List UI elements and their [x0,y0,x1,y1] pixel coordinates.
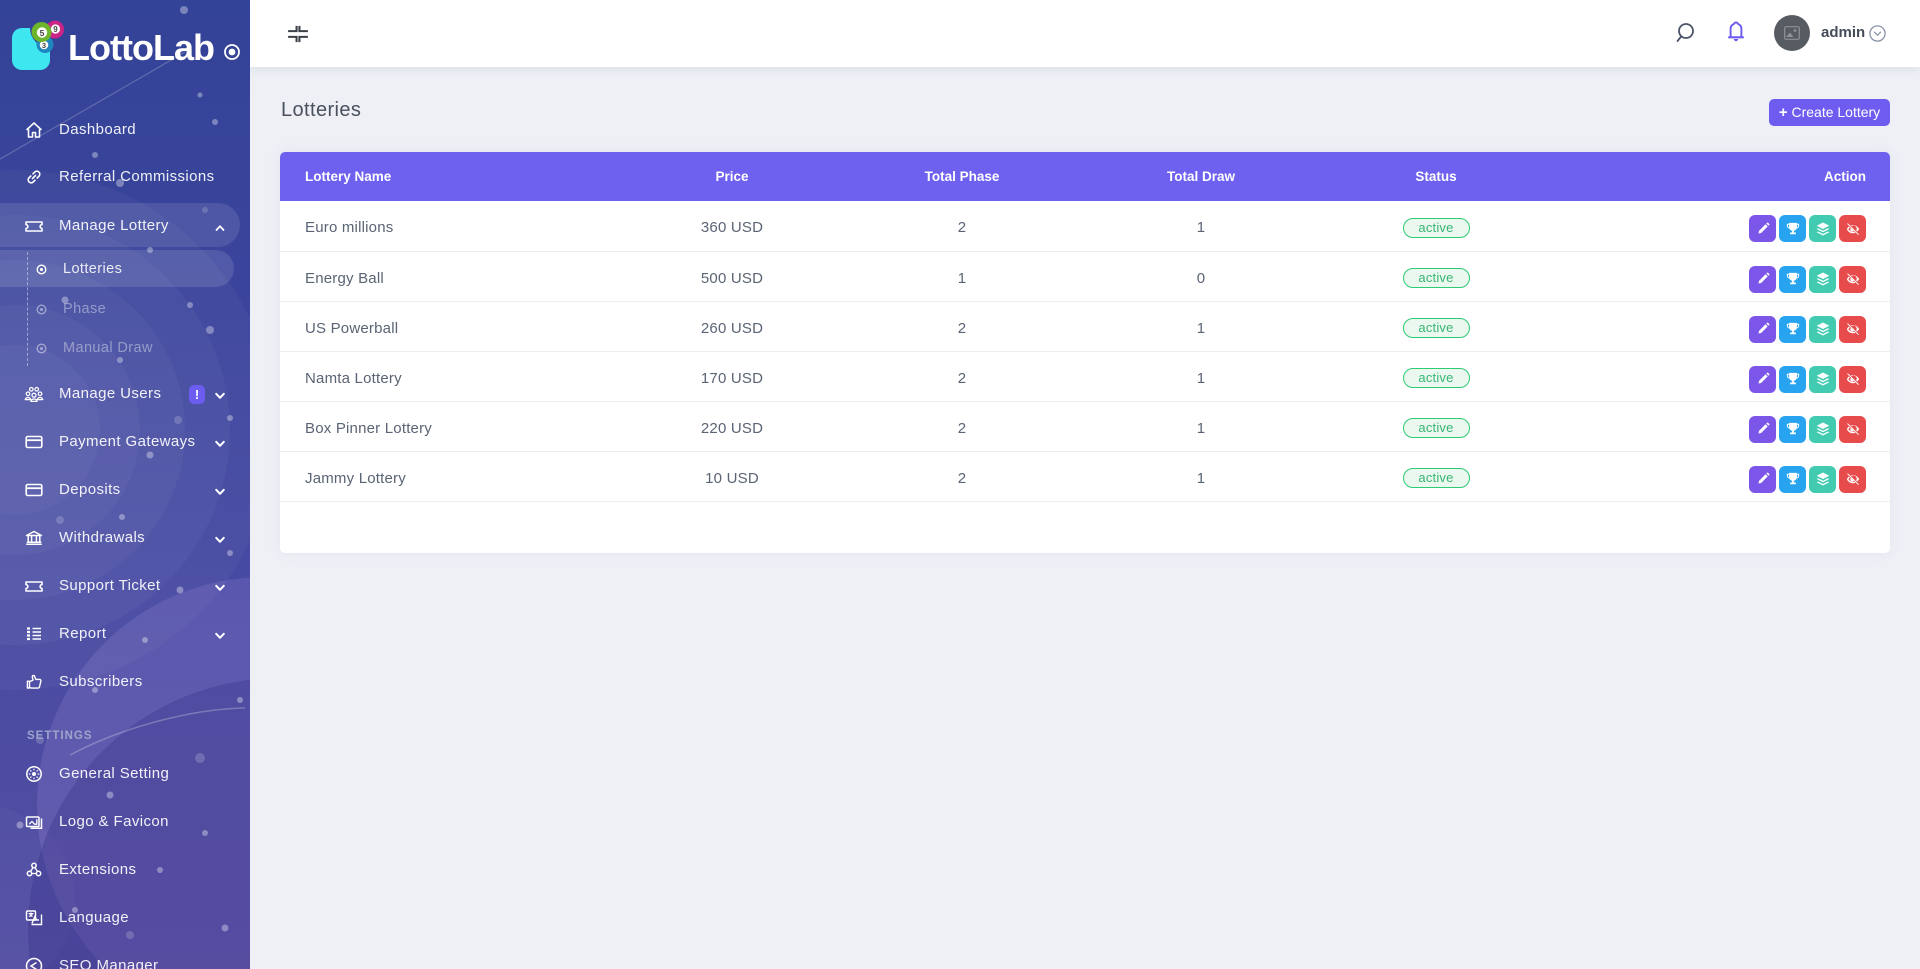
svg-text:9: 9 [53,25,58,34]
svg-text:3: 3 [42,41,46,50]
svg-text:5: 5 [40,28,45,38]
